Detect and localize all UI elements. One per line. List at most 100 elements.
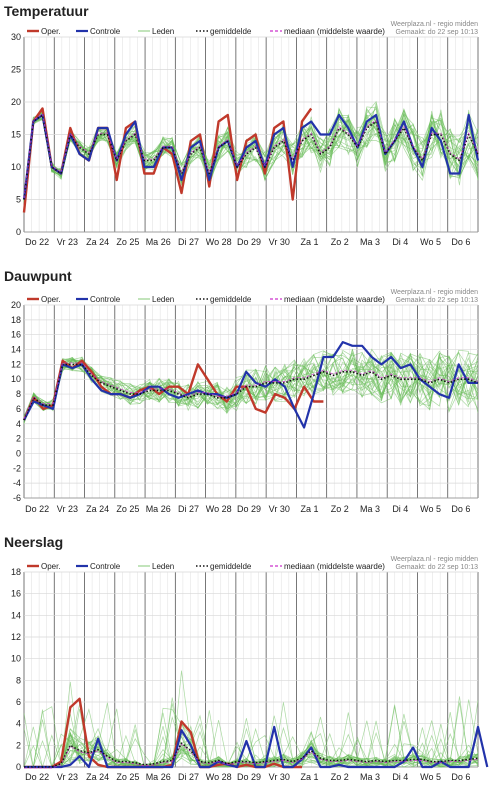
x-tick-label: Ma 3 [360, 237, 380, 247]
x-tick-label: Vr 30 [269, 504, 290, 514]
y-tick-label: -4 [13, 478, 21, 488]
y-tick-label: 4 [16, 419, 21, 429]
legend-label-gemiddelde: gemiddelde [210, 562, 252, 571]
y-tick-label: 4 [16, 719, 21, 729]
x-tick-label: Do 6 [451, 772, 470, 782]
chart-panel-dauwpunt: Dauwpunt -6 -4 -2 0 2 4 6 8 10 12 14 16 18 20 Do 22 Vr … [0, 266, 490, 522]
y-tick-label: 6 [16, 697, 21, 707]
chart-title: Neerslag [4, 534, 64, 550]
legend: Oper. Controle Leden gemiddelde mediaan (mid… [27, 562, 385, 571]
legend: Oper. Controle Leden gemiddelde mediaan (mid… [27, 295, 385, 304]
member-line [23, 117, 479, 203]
legend-label-oper: Oper. [41, 562, 61, 571]
mediaan-line [23, 362, 479, 419]
x-tick-label: Do 22 [25, 504, 49, 514]
legend-label-controle: Controle [90, 295, 121, 304]
legend-label-oper: Oper. [41, 27, 61, 36]
chart-title: Dauwpunt [4, 268, 72, 284]
y-tick-label: 25 [11, 65, 21, 75]
x-tick-label: Di 4 [392, 772, 408, 782]
y-tick-label: 0 [16, 448, 21, 458]
x-tick-label: Do 22 [25, 237, 49, 247]
member-line [24, 696, 479, 768]
y-tick-label: 14 [11, 610, 21, 620]
x-tick-label: Do 29 [237, 772, 261, 782]
y-tick-label: 15 [11, 130, 21, 140]
x-tick-label: Vr 30 [269, 237, 290, 247]
legend-label-oper: Oper. [41, 295, 61, 304]
x-tick-label: Wo 5 [420, 772, 441, 782]
member-line [23, 114, 479, 199]
y-tick-label: 30 [11, 32, 21, 42]
x-tick-label: Za 24 [86, 237, 109, 247]
x-tick-label: Do 6 [451, 504, 470, 514]
chart-title: Temperatuur [4, 3, 89, 19]
x-tick-label: Za 1 [301, 237, 319, 247]
x-tick-label: Zo 25 [116, 237, 139, 247]
x-tick-label: Do 29 [237, 504, 261, 514]
source-note: Weerplaza.nl - regio midden [391, 289, 479, 296]
legend-label-leden: Leden [152, 295, 174, 304]
y-tick-label: 5 [16, 195, 21, 205]
x-tick-label: Vr 23 [57, 237, 78, 247]
y-tick-label: 12 [11, 359, 21, 369]
chart-panel-temperatuur: Temperatuur 0 5 10 15 20 25 30 Do 22 Vr 23 Za 24 Z… [0, 0, 490, 262]
member-line [23, 713, 479, 768]
y-tick-label: 18 [11, 567, 21, 577]
member-line [23, 352, 479, 421]
x-tick-label: Wo 28 [206, 237, 232, 247]
member-line [24, 697, 479, 768]
y-tick-label: 2 [16, 434, 21, 444]
legend-label-mediaan: mediaan (middelste waarde) [284, 27, 385, 36]
dewpoint-chart: -6 -4 -2 0 2 4 6 8 10 12 14 16 18 20 Do 22 Vr 23 Za 24 Zo… [11, 289, 479, 514]
temperature-chart: 0 5 10 15 20 25 30 Do 22 Vr 23 Za 24 Zo 25 Ma 26 Di … [11, 21, 480, 247]
y-tick-label: 2 [16, 740, 21, 750]
x-tick-label: Za 24 [86, 772, 109, 782]
legend-label-mediaan: mediaan (middelste waarde) [284, 295, 385, 304]
x-tick-label: Do 22 [25, 772, 49, 782]
controle-line [23, 340, 478, 429]
y-tick-label: 8 [16, 389, 21, 399]
x-tick-label: Ma 3 [360, 772, 380, 782]
x-tick-label: Ma 3 [360, 504, 380, 514]
legend-label-gemiddelde: gemiddelde [210, 27, 252, 36]
mediaan-line [24, 743, 479, 769]
x-tick-label: Ma 26 [146, 237, 171, 247]
y-tick-label: 20 [11, 300, 21, 310]
y-tick-label: 14 [11, 345, 21, 355]
source-note: Weerplaza.nl - regio midden [391, 556, 479, 563]
y-tick-label: 10 [11, 162, 21, 172]
made-note: Gemaakt: do 22 sep 10:13 [396, 564, 479, 571]
y-tick-label: 12 [11, 632, 21, 642]
chart-panel-neerslag: Neerslag 0 2 4 6 8 10 12 14 16 18 Do 22 Vr 23 Za 24 Z… [0, 532, 490, 783]
y-tick-label: 10 [11, 654, 21, 664]
x-tick-label: Za 24 [86, 504, 109, 514]
x-tick-label: Di 4 [392, 504, 408, 514]
x-tick-label: Wo 28 [206, 772, 232, 782]
y-tick-label: 18 [11, 315, 21, 325]
legend-label-mediaan: mediaan (middelste waarde) [284, 562, 385, 571]
x-tick-label: Zo 25 [116, 772, 139, 782]
x-tick-label: Zo 2 [331, 504, 349, 514]
legend-label-gemiddelde: gemiddelde [210, 295, 252, 304]
x-tick-label: Vr 23 [57, 504, 78, 514]
controle-line [22, 113, 480, 200]
x-tick-label: Vr 23 [57, 772, 78, 782]
x-tick-label: Za 1 [301, 772, 319, 782]
legend-label-leden: Leden [152, 27, 174, 36]
legend: Oper. Controle Leden gemiddelde mediaan (mid… [27, 27, 385, 36]
y-tick-label: 8 [16, 675, 21, 685]
controle-line [24, 725, 489, 769]
x-tick-label: Za 1 [301, 504, 319, 514]
x-tick-label: Di 27 [178, 504, 199, 514]
made-note: Gemaakt: do 22 sep 10:13 [396, 297, 479, 304]
legend-label-leden: Leden [152, 562, 174, 571]
x-tick-label: Di 4 [392, 237, 408, 247]
y-tick-label: 16 [11, 330, 21, 340]
y-tick-label: -2 [13, 463, 21, 473]
legend-label-controle: Controle [90, 562, 121, 571]
x-tick-label: Wo 28 [206, 504, 232, 514]
x-tick-label: Wo 5 [420, 504, 441, 514]
x-tick-label: Zo 2 [331, 237, 349, 247]
y-tick-label: 0 [16, 762, 21, 772]
